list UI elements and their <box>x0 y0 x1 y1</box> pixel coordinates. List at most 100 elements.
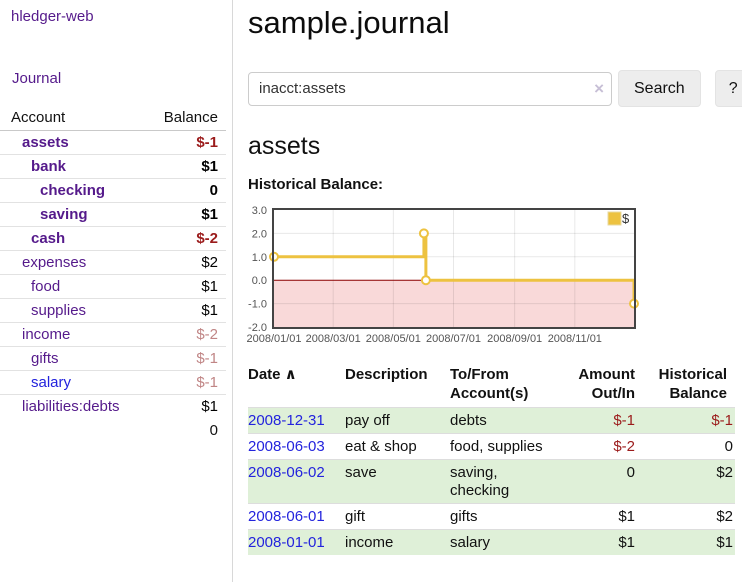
account-name-cell: liabilities:debts <box>0 394 141 418</box>
transaction-row: 2008-12-31 pay off debts $-1 $-1 <box>248 407 735 434</box>
main-content: sample.journal × Search ? assets Histori… <box>233 0 742 582</box>
x-axis-tick-label: 2008/05/01 <box>366 333 421 345</box>
account-link[interactable]: cash <box>31 230 66 247</box>
account-link[interactable]: saving <box>40 206 88 223</box>
transaction-date-link[interactable]: 2008-12-31 <box>248 412 325 429</box>
account-link[interactable]: checking <box>40 182 106 199</box>
account-balance: 0 <box>140 178 226 203</box>
transaction-row: 2008-06-02 save saving, checking 0 $2 <box>248 459 735 504</box>
account-link[interactable]: bank <box>31 158 67 175</box>
accounts-total-balance: 0 <box>209 422 218 439</box>
negative-region <box>274 280 634 327</box>
transaction-row: 2008-06-03 eat & shop food, supplies $-2 0 <box>248 433 735 460</box>
search-form: × Search ? <box>248 70 742 107</box>
transaction-balance: 0 <box>647 433 735 460</box>
transaction-balance: $2 <box>647 459 735 504</box>
transaction-date-cell: 2008-01-01 <box>248 529 345 555</box>
accounts-table: Account Balance assets $-1 bank $1 checking 0… <box>0 106 226 442</box>
transaction-date-link[interactable]: 2008-01-01 <box>248 534 325 551</box>
transaction-row: 2008-06-01 gift gifts $1 $2 <box>248 503 735 530</box>
register-header-row: Date ∧ Description To/From Account(s) Amount… <box>248 363 735 408</box>
y-axis-tick-label: 1.0 <box>252 252 267 264</box>
transaction-date-link[interactable]: 2008-06-02 <box>248 464 325 481</box>
register-table: Date ∧ Description To/From Account(s) Amount… <box>248 363 735 555</box>
data-point <box>420 275 431 286</box>
account-column-header: Account <box>0 106 141 131</box>
account-link[interactable]: supplies <box>31 302 87 319</box>
account-name-cell: expenses <box>0 250 141 275</box>
transaction-balance: $-1 <box>711 412 733 429</box>
transaction-row: 2008-01-01 income salary $1 $1 <box>248 529 735 555</box>
page-title: sample.journal <box>248 5 450 40</box>
register-column-header: Description <box>345 363 450 408</box>
account-link[interactable]: gifts <box>31 350 59 367</box>
legend-swatch <box>607 211 622 226</box>
account-name-cell: checking <box>0 178 141 203</box>
historical-balance-chart: -2.0 -1.0 0.0 1.0 2.0 3.0 2008/01/01 2008/03/01… <box>240 203 660 347</box>
help-button[interactable]: ? <box>714 70 742 107</box>
account-link[interactable]: food <box>31 278 61 295</box>
account-name-cell: assets <box>0 131 140 155</box>
account-balance: $1 <box>140 298 226 323</box>
account-link[interactable]: income <box>22 326 71 343</box>
search-input[interactable] <box>248 71 612 106</box>
y-axis-tick-label: -1.0 <box>248 299 267 311</box>
account-name-cell: food <box>0 274 141 299</box>
account-balance: $-1 <box>140 346 226 371</box>
account-row: salary $-1 <box>0 370 226 395</box>
transaction-balance: $1 <box>647 529 735 555</box>
x-axis-tick-label: 2008/07/01 <box>426 333 481 345</box>
clear-search-icon[interactable]: × <box>594 78 604 98</box>
plot-border <box>272 208 636 329</box>
account-link[interactable]: assets <box>22 134 69 151</box>
account-balance: $1 <box>140 154 226 179</box>
account-row: supplies $1 <box>0 298 226 323</box>
account-balance: $1 <box>140 394 226 418</box>
register-column-header: Historical Balance <box>647 363 735 408</box>
x-axis-tick-label: 2008/03/01 <box>306 333 361 345</box>
legend-label: $ <box>622 211 630 226</box>
y-axis-tick-label: -2.0 <box>248 322 267 334</box>
account-link[interactable]: liabilities:debts <box>22 398 120 415</box>
account-balance: $1 <box>140 202 226 227</box>
account-row: liabilities:debts $1 <box>0 394 226 418</box>
register-column-header: Amount Out/In <box>562 363 647 408</box>
search-button[interactable]: Search <box>618 70 701 107</box>
transaction-amount: $1 <box>562 503 647 530</box>
register-column-header: To/From Account(s) <box>450 363 562 408</box>
account-balance: $-1 <box>140 370 226 395</box>
x-axis-tick-label: 2008/11/01 <box>548 333 602 345</box>
account-link[interactable]: expenses <box>22 254 87 271</box>
transaction-accounts: gifts <box>450 503 562 530</box>
sidebar-item-journal[interactable]: Journal <box>12 70 62 87</box>
y-axis-tick-label: 2.0 <box>252 228 267 240</box>
search-box: × <box>248 71 612 106</box>
register-column-header[interactable]: Date ∧ <box>248 363 345 408</box>
account-name-cell: gifts <box>0 346 141 371</box>
account-balance: $-2 <box>140 226 226 251</box>
transaction-amount: 0 <box>562 459 647 504</box>
account-row: gifts $-1 <box>0 346 226 371</box>
account-link[interactable]: salary <box>31 374 72 391</box>
x-axis-tick-label: 2008/01/01 <box>246 333 301 345</box>
data-point <box>418 228 429 239</box>
transaction-description: gift <box>345 503 450 530</box>
account-name-cell: cash <box>0 226 141 251</box>
transaction-amount: $-1 <box>613 412 635 429</box>
accounts-total-row: 0 <box>0 418 226 442</box>
account-name-cell: bank <box>0 154 141 179</box>
account-name-cell: supplies <box>0 298 141 323</box>
account-name-cell: income <box>0 322 141 347</box>
account-row: bank $1 <box>0 154 226 179</box>
chart-title: Historical Balance: <box>248 176 384 193</box>
y-axis-tick-label: 3.0 <box>252 205 267 217</box>
transaction-date-cell: 2008-06-01 <box>248 503 345 530</box>
account-balance: $-1 <box>196 134 218 151</box>
transaction-date-link[interactable]: 2008-06-03 <box>248 438 325 455</box>
sidebar: hledger-web Journal Account Balance asse… <box>0 0 233 582</box>
brand-link[interactable]: hledger-web <box>11 8 94 25</box>
spacer <box>0 418 140 442</box>
transaction-date-link[interactable]: 2008-06-01 <box>248 508 325 525</box>
sort-ascending-icon[interactable]: ∧ <box>280 366 297 383</box>
